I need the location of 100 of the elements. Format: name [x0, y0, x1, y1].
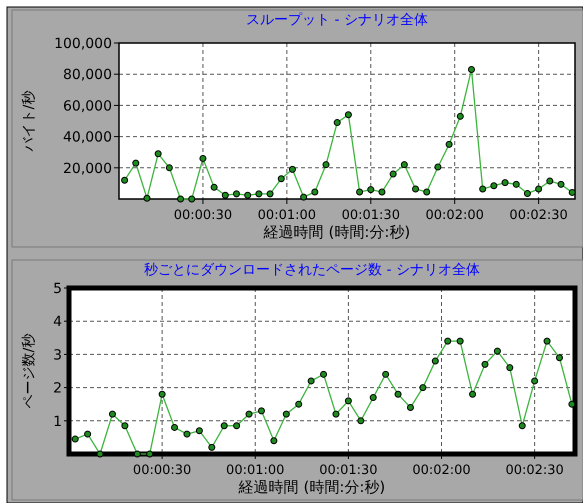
x-axis-title: 経過時間 (時間:分:秒) [238, 478, 386, 496]
point [121, 422, 128, 430]
point [469, 390, 476, 398]
point [320, 370, 328, 378]
point [531, 377, 538, 384]
point [456, 112, 464, 120]
point [177, 196, 184, 202]
y-tick-label: 4 [53, 314, 62, 330]
point [282, 410, 290, 418]
point [378, 188, 386, 196]
point [544, 338, 551, 345]
chart-title: スループット - シナリオ全体 [246, 12, 428, 28]
point [390, 170, 397, 178]
point [434, 164, 442, 171]
y-tick-label: 100,000 [54, 36, 112, 52]
x-tick-label: 00:02:00 [412, 463, 471, 478]
point [308, 377, 315, 384]
point [233, 422, 240, 430]
y-tick-label: 80,000 [63, 67, 112, 84]
point [446, 140, 453, 148]
point [196, 427, 203, 434]
point [394, 390, 402, 398]
y-tick-label: 1 [53, 414, 62, 430]
point [400, 161, 408, 168]
point [158, 390, 166, 398]
x-tick-label: 00:00:30 [132, 463, 192, 478]
point [494, 348, 501, 355]
y-axis-title: ページ数/秒 [21, 334, 37, 408]
y-tick-label: 60,000 [63, 98, 112, 114]
point [300, 194, 308, 201]
point [344, 397, 352, 404]
x-tick-label: 00:01:30 [319, 463, 378, 478]
point [222, 192, 229, 199]
point [556, 354, 563, 362]
x-tick-label: 00:02:30 [509, 208, 568, 223]
point [334, 119, 341, 126]
point [143, 194, 150, 202]
point [154, 150, 162, 158]
point [255, 190, 262, 198]
point [481, 360, 488, 368]
point [423, 188, 430, 196]
point [444, 338, 452, 345]
point [322, 161, 330, 168]
y-axis-title: バイト/秒 [21, 90, 37, 152]
x-tick-label: 00:00:30 [174, 208, 232, 223]
y-tick-label: 3 [53, 347, 62, 364]
point [502, 179, 509, 186]
point [568, 188, 576, 196]
point [367, 186, 374, 194]
x-tick-label: 00:01:00 [258, 208, 316, 223]
point [232, 190, 240, 198]
point [558, 180, 565, 188]
point [134, 450, 141, 458]
point [210, 184, 218, 191]
point [479, 186, 486, 193]
x-tick-label: 00:02:30 [505, 463, 564, 478]
point [278, 175, 285, 182]
point [288, 166, 296, 173]
point [535, 186, 542, 193]
point [506, 364, 514, 372]
point [199, 154, 206, 162]
y-tick-label: 20,000 [63, 160, 112, 177]
chart-title: 秒ごとにダウンロードされたページ数 - シナリオ全体 [144, 262, 480, 278]
point [183, 430, 190, 438]
point [419, 384, 426, 392]
point [332, 410, 340, 418]
point [84, 430, 92, 438]
point [490, 182, 498, 190]
x-tick-label: 00:01:00 [226, 463, 284, 478]
point [108, 410, 116, 418]
point [220, 422, 228, 430]
point [382, 370, 390, 378]
point [568, 400, 576, 408]
point [432, 358, 439, 365]
point [356, 188, 364, 196]
point [524, 190, 531, 198]
point [171, 424, 178, 431]
point [468, 66, 475, 74]
point [412, 186, 420, 193]
x-axis-title: 経過時間 (時間:分:秒) [262, 223, 410, 241]
y-tick-label: 2 [53, 380, 62, 397]
point [295, 400, 302, 408]
point [146, 450, 154, 458]
point [188, 196, 196, 202]
point [518, 422, 526, 430]
point [546, 178, 554, 185]
point [370, 394, 377, 402]
point [166, 164, 173, 172]
point [456, 338, 464, 345]
point [270, 437, 278, 444]
point [344, 111, 352, 118]
x-tick-label: 00:01:30 [342, 208, 400, 223]
y-tick-label: 5 [53, 281, 62, 297]
point [311, 188, 318, 196]
point [258, 407, 265, 414]
point [357, 417, 364, 424]
y-tick-label: 40,000 [63, 130, 112, 146]
point [266, 190, 274, 198]
point [246, 410, 253, 418]
point [132, 160, 140, 167]
